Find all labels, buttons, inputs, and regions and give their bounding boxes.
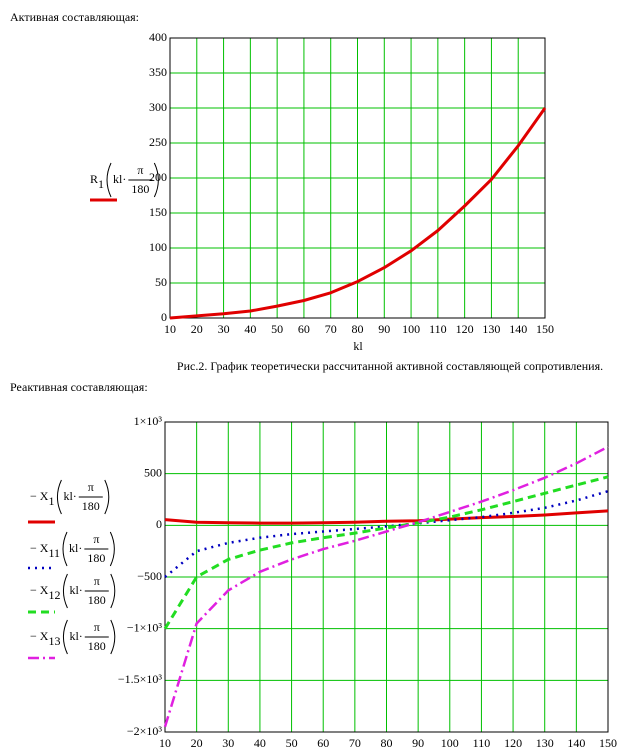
paren — [110, 573, 116, 609]
paren — [62, 531, 68, 567]
legend-name: R — [90, 172, 98, 186]
paren — [109, 531, 115, 567]
x-tick-label: 130 — [482, 322, 500, 336]
y-tick-label: 400 — [149, 30, 167, 44]
argument-numerator: π — [93, 532, 99, 546]
chart-heading: Активная составляющая: — [10, 10, 139, 24]
argument-denominator: 180 — [82, 499, 100, 513]
x-tick-label: 20 — [191, 322, 203, 336]
x-tick-label: 30 — [222, 736, 234, 750]
argument-numerator: π — [94, 620, 100, 634]
legend-subscript: 13 — [48, 634, 60, 648]
x-tick-label: 110 — [473, 736, 491, 750]
x-tick-label: 50 — [271, 322, 283, 336]
chart-heading: Реактивная составляющая: — [10, 380, 148, 394]
y-tick-label: −500 — [137, 569, 162, 583]
x-tick-label: 140 — [567, 736, 585, 750]
legend-name: − X — [30, 541, 49, 555]
x-tick-label: 120 — [504, 736, 522, 750]
argument-denominator: 180 — [88, 593, 106, 607]
legend-subscript: 11 — [48, 546, 60, 560]
x-tick-label: 80 — [381, 736, 393, 750]
x-tick-label: 120 — [456, 322, 474, 336]
x-tick-label: 150 — [536, 322, 554, 336]
x-tick-label: 110 — [429, 322, 447, 336]
y-tick-label: 350 — [149, 65, 167, 79]
paren — [104, 479, 110, 515]
y-tick-label: 50 — [155, 275, 167, 289]
series-line — [163, 445, 609, 728]
argument-prefix: kl· — [69, 541, 82, 555]
argument-numerator: π — [88, 480, 94, 494]
x-tick-label: 80 — [352, 322, 364, 336]
y-tick-label: 100 — [149, 240, 167, 254]
series-line — [169, 107, 547, 320]
x-tick-label: 100 — [402, 322, 420, 336]
x-tick-label: 70 — [325, 322, 337, 336]
x-tick-label: 40 — [254, 736, 266, 750]
series-line — [164, 490, 609, 578]
paren — [106, 162, 112, 198]
paren — [56, 479, 62, 515]
argument-prefix: kl· — [69, 629, 82, 643]
y-tick-label: −2×10³ — [127, 724, 163, 738]
y-tick-label: 150 — [149, 205, 167, 219]
argument-prefix: kl· — [63, 489, 76, 503]
x-tick-label: 70 — [349, 736, 361, 750]
legend-subscript: 12 — [48, 588, 60, 602]
x-tick-label: 10 — [164, 322, 176, 336]
y-tick-label: −1.5×10³ — [118, 672, 163, 686]
x-tick-label: 40 — [244, 322, 256, 336]
series-line — [164, 509, 609, 525]
legend-name: − X — [30, 489, 49, 503]
x-tick-label: 60 — [317, 736, 329, 750]
x-tick-label: 130 — [536, 736, 554, 750]
x-tick-label: 140 — [509, 322, 527, 336]
series-line — [163, 475, 609, 630]
argument-denominator: 180 — [131, 182, 149, 196]
y-tick-label: 0 — [161, 310, 167, 324]
y-tick-label: −1×10³ — [127, 620, 163, 634]
x-tick-label: 150 — [599, 736, 617, 750]
x-tick-label: 30 — [218, 322, 230, 336]
y-tick-label: 1×10³ — [134, 414, 163, 428]
paren — [62, 573, 68, 609]
y-tick-label: 500 — [144, 465, 162, 479]
x-tick-label: 90 — [378, 322, 390, 336]
legend-subscript: 1 — [48, 494, 54, 508]
legend-name: − X — [30, 629, 49, 643]
paren — [110, 619, 116, 655]
legend-subscript: 1 — [98, 177, 104, 191]
argument-prefix: kl· — [69, 583, 82, 597]
paren — [153, 162, 159, 198]
x-tick-label: 50 — [286, 736, 298, 750]
x-tick-label: 60 — [298, 322, 310, 336]
argument-prefix: kl· — [113, 172, 126, 186]
x-tick-label: 90 — [412, 736, 424, 750]
y-tick-label: 0 — [156, 517, 162, 531]
argument-denominator: 180 — [88, 639, 106, 653]
paren — [62, 619, 68, 655]
argument-denominator: 180 — [87, 551, 105, 565]
caption: Рис.2. График теоретически рассчитанной … — [177, 359, 603, 373]
x-tick-label: 10 — [159, 736, 171, 750]
y-tick-label: 300 — [149, 100, 167, 114]
argument-numerator: π — [137, 163, 143, 177]
x-tick-label: 100 — [441, 736, 459, 750]
argument-numerator: π — [94, 574, 100, 588]
x-axis-label: kl — [353, 339, 363, 353]
legend-name: − X — [30, 583, 49, 597]
x-tick-label: 20 — [191, 736, 203, 750]
plot-frame — [169, 37, 546, 319]
y-tick-label: 250 — [149, 135, 167, 149]
